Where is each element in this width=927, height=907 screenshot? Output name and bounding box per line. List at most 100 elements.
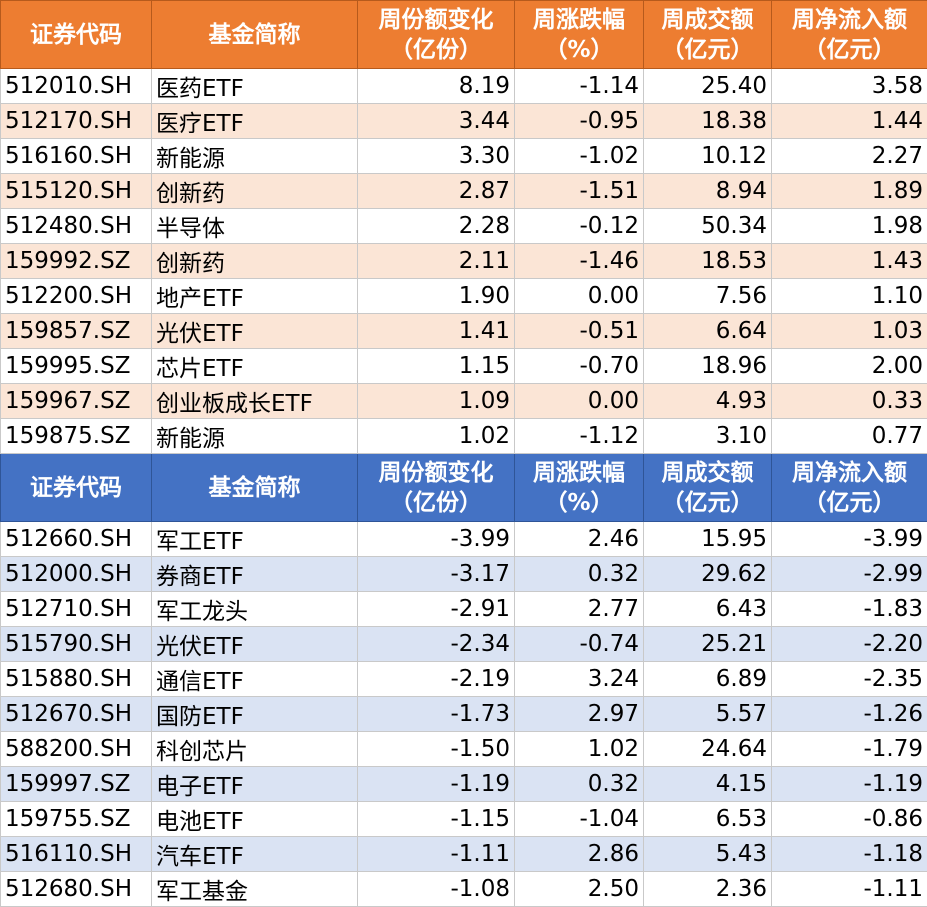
header-turnover-line1: 周成交额 bbox=[648, 458, 767, 488]
cell-name: 券商ETF bbox=[152, 557, 358, 592]
cell-name: 芯片ETF bbox=[152, 349, 358, 384]
cell-code: 159755.SZ bbox=[1, 802, 152, 837]
cell-code: 512000.SH bbox=[1, 557, 152, 592]
cell-turnover: 4.93 bbox=[644, 384, 772, 419]
cell-code: 159995.SZ bbox=[1, 349, 152, 384]
cell-net-inflow: 0.33 bbox=[772, 384, 927, 419]
cell-net-inflow: 1.43 bbox=[772, 244, 927, 279]
cell-name: 光伏ETF bbox=[152, 627, 358, 662]
cell-turnover: 6.43 bbox=[644, 592, 772, 627]
cell-name: 电池ETF bbox=[152, 802, 358, 837]
cell-share-change: 1.90 bbox=[358, 279, 515, 314]
cell-turnover: 4.15 bbox=[644, 767, 772, 802]
header-code: 证券代码 bbox=[1, 454, 152, 522]
cell-net-inflow: 3.58 bbox=[772, 69, 927, 104]
inflow-section: 证券代码 基金简称 周份额变化 （亿份） 周涨跌幅 （%） 周成交额 （亿元） … bbox=[1, 1, 927, 69]
cell-change-pct: -1.02 bbox=[515, 139, 644, 174]
header-change-pct-line2: （%） bbox=[519, 35, 639, 65]
cell-name: 科创芯片 bbox=[152, 732, 358, 767]
cell-change-pct: -1.51 bbox=[515, 174, 644, 209]
cell-code: 515880.SH bbox=[1, 662, 152, 697]
cell-name: 新能源 bbox=[152, 139, 358, 174]
cell-turnover: 6.53 bbox=[644, 802, 772, 837]
cell-turnover: 5.43 bbox=[644, 837, 772, 872]
cell-turnover: 18.96 bbox=[644, 349, 772, 384]
cell-net-inflow: -2.35 bbox=[772, 662, 927, 697]
cell-name: 创新药 bbox=[152, 244, 358, 279]
cell-share-change: 2.11 bbox=[358, 244, 515, 279]
cell-share-change: -1.73 bbox=[358, 697, 515, 732]
cell-net-inflow: -1.26 bbox=[772, 697, 927, 732]
cell-change-pct: -1.12 bbox=[515, 419, 644, 454]
cell-net-inflow: 1.89 bbox=[772, 174, 927, 209]
cell-change-pct: 0.00 bbox=[515, 384, 644, 419]
cell-code: 512670.SH bbox=[1, 697, 152, 732]
cell-change-pct: -0.74 bbox=[515, 627, 644, 662]
header-change-pct-line1: 周涨跌幅 bbox=[519, 458, 639, 488]
cell-change-pct: 2.86 bbox=[515, 837, 644, 872]
cell-share-change: 3.30 bbox=[358, 139, 515, 174]
header-code: 证券代码 bbox=[1, 1, 152, 69]
cell-share-change: -1.15 bbox=[358, 802, 515, 837]
cell-turnover: 24.64 bbox=[644, 732, 772, 767]
cell-turnover: 2.36 bbox=[644, 872, 772, 907]
cell-turnover: 50.34 bbox=[644, 209, 772, 244]
cell-share-change: 2.87 bbox=[358, 174, 515, 209]
cell-change-pct: 2.77 bbox=[515, 592, 644, 627]
cell-code: 512480.SH bbox=[1, 209, 152, 244]
header-change-pct-line2: （%） bbox=[519, 488, 639, 518]
cell-name: 医疗ETF bbox=[152, 104, 358, 139]
cell-share-change: -1.19 bbox=[358, 767, 515, 802]
cell-change-pct: -1.04 bbox=[515, 802, 644, 837]
cell-code: 516160.SH bbox=[1, 139, 152, 174]
cell-name: 电子ETF bbox=[152, 767, 358, 802]
header-share-change-line1: 周份额变化 bbox=[362, 5, 510, 35]
cell-change-pct: 2.46 bbox=[515, 522, 644, 557]
header-share-change-line1: 周份额变化 bbox=[362, 458, 510, 488]
cell-code: 512010.SH bbox=[1, 69, 152, 104]
cell-net-inflow: 1.03 bbox=[772, 314, 927, 349]
cell-name: 创业板成长ETF bbox=[152, 384, 358, 419]
cell-change-pct: -1.14 bbox=[515, 69, 644, 104]
header-turnover: 周成交额 （亿元） bbox=[644, 454, 772, 522]
cell-net-inflow: 2.00 bbox=[772, 349, 927, 384]
header-net-inflow: 周净流入额 （亿元） bbox=[772, 454, 927, 522]
cell-code: 512710.SH bbox=[1, 592, 152, 627]
cell-net-inflow: -3.99 bbox=[772, 522, 927, 557]
cell-name: 新能源 bbox=[152, 419, 358, 454]
cell-change-pct: 2.50 bbox=[515, 872, 644, 907]
header-name: 基金简称 bbox=[152, 1, 358, 69]
cell-share-change: 3.44 bbox=[358, 104, 515, 139]
cell-turnover: 18.38 bbox=[644, 104, 772, 139]
cell-name: 国防ETF bbox=[152, 697, 358, 732]
cell-code: 588200.SH bbox=[1, 732, 152, 767]
header-change-pct: 周涨跌幅 （%） bbox=[515, 1, 644, 69]
cell-share-change: 1.02 bbox=[358, 419, 515, 454]
cell-change-pct: -0.70 bbox=[515, 349, 644, 384]
header-turnover-line1: 周成交额 bbox=[648, 5, 767, 35]
cell-name: 半导体 bbox=[152, 209, 358, 244]
cell-name: 地产ETF bbox=[152, 279, 358, 314]
header-net-inflow-line2: （亿元） bbox=[776, 35, 923, 65]
cell-share-change: -1.08 bbox=[358, 872, 515, 907]
cell-share-change: -3.99 bbox=[358, 522, 515, 557]
cell-name: 军工龙头 bbox=[152, 592, 358, 627]
cell-name: 医药ETF bbox=[152, 69, 358, 104]
cell-net-inflow: -1.83 bbox=[772, 592, 927, 627]
cell-turnover: 3.10 bbox=[644, 419, 772, 454]
cell-turnover: 5.57 bbox=[644, 697, 772, 732]
cell-turnover: 18.53 bbox=[644, 244, 772, 279]
cell-share-change: -1.50 bbox=[358, 732, 515, 767]
